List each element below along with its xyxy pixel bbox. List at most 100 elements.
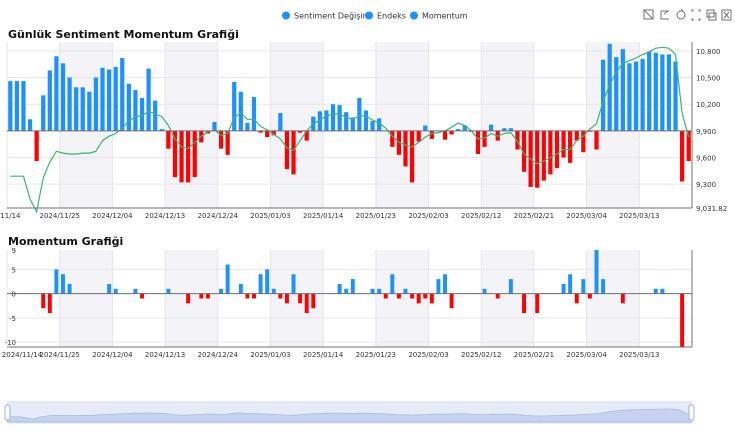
momentum-bar (495, 293, 500, 299)
main-bar (113, 66, 118, 131)
momentum-bar (561, 283, 566, 294)
momentum-bar (344, 288, 349, 294)
main-bar (133, 89, 138, 131)
momentum-bar (311, 293, 316, 309)
main-bar (680, 130, 685, 182)
momentum-bar (107, 283, 112, 294)
momentum-bar (370, 288, 375, 294)
zoom-select-icon[interactable] (643, 9, 654, 20)
momentum-x-tick-label: 2025/01/03 (250, 351, 290, 359)
main-bar (660, 54, 665, 131)
momentum-y-axis: 9 5 0 -5 -10 (5, 247, 16, 347)
main-bar (390, 130, 395, 147)
data-zoom-handle-right[interactable] (688, 404, 695, 421)
main-y-axis: 9,031.82 9,300 9,600 9,900 10,200 10,500 10,80… (696, 48, 727, 213)
main-y-tick-label: 9,031.82 (696, 205, 727, 213)
main-bar (212, 121, 217, 131)
momentum-x-tick-label: 2025/03/13 (619, 351, 659, 359)
momentum-bar (54, 269, 59, 294)
main-bar (278, 113, 283, 131)
legend-item-momentum[interactable]: Momentum (410, 11, 468, 21)
main-bar (515, 130, 520, 150)
main-bar (403, 130, 408, 167)
main-bar (225, 130, 230, 155)
legend-item-sentiment[interactable]: Sentiment Değişimi (282, 11, 373, 21)
main-x-tick-label: 2025/02/12 (461, 212, 501, 220)
main-bar (74, 87, 79, 131)
main-bar (330, 104, 336, 131)
momentum-bar (403, 288, 408, 294)
main-bar (344, 112, 349, 131)
momentum-bar (186, 293, 191, 304)
main-y-tick-label: 9,600 (696, 155, 716, 163)
data-zoom-slider[interactable] (4, 401, 695, 424)
restore-icon[interactable] (676, 8, 686, 20)
main-bar (363, 110, 369, 131)
momentum-y-tick-label: 5 (12, 266, 16, 274)
momentum-bar (258, 274, 263, 294)
main-bar (284, 130, 290, 170)
legend-label-sentiment: Sentiment Değişimi (294, 12, 373, 21)
momentum-bar (133, 288, 138, 294)
main-bar (192, 130, 197, 178)
main-bar (41, 95, 46, 131)
momentum-bar (653, 288, 658, 294)
main-bar (614, 57, 619, 131)
zoom-back-icon[interactable] (660, 10, 669, 20)
main-y-tick-label: 10,800 (696, 48, 721, 56)
main-x-tick-label: 2025/03/13 (619, 212, 659, 220)
save-image-icon[interactable] (721, 9, 732, 21)
data-view-icon[interactable] (706, 9, 717, 21)
main-bar (449, 130, 454, 135)
momentum-grid-bands (59, 250, 640, 347)
main-bar (324, 110, 329, 131)
main-bar (442, 130, 448, 140)
legend-label-endeks: Endeks (377, 12, 406, 21)
main-bar (548, 130, 553, 175)
momentum-bar (219, 288, 224, 294)
legend-item-endeks[interactable]: Endeks (365, 11, 406, 21)
momentum-bar (47, 293, 52, 314)
main-bar (238, 91, 243, 131)
main-bar (686, 130, 691, 162)
main-bar (350, 117, 355, 131)
main-bar (21, 81, 26, 131)
main-bar (258, 130, 263, 133)
momentum-bar (304, 293, 309, 314)
legend[interactable]: Sentiment Değişimi Endeks Momentum (282, 11, 468, 21)
main-bar (139, 97, 145, 131)
main-bar (60, 63, 66, 131)
main-bar (87, 91, 92, 131)
momentum-x-tick-label: 2024/11/14 (2, 351, 43, 359)
momentum-bar (594, 250, 599, 294)
main-bar (607, 43, 612, 131)
main-bar (581, 130, 586, 153)
main-bar (409, 130, 415, 183)
legend-dot-endeks (365, 11, 373, 20)
main-bar (179, 130, 184, 183)
fullscreen-icon[interactable] (691, 9, 701, 21)
main-bar (126, 83, 131, 131)
data-zoom-handle-left[interactable] (4, 404, 11, 421)
momentum-x-tick-label: 2025/02/21 (514, 351, 554, 359)
toolbox[interactable] (643, 8, 732, 21)
main-x-tick-label: 2024/12/04 (92, 212, 133, 220)
main-bar (291, 130, 296, 175)
momentum-x-tick-label: 2024/11/25 (40, 351, 80, 359)
momentum-bar (252, 293, 256, 299)
main-axes (7, 42, 693, 209)
data-zoom-preview (6, 408, 693, 423)
main-x-tick-label: 2025/02/03 (408, 212, 448, 220)
main-y-tick-label: 9,900 (696, 128, 716, 136)
momentum-y-tick-label: -10 (5, 339, 16, 347)
momentum-bar (680, 293, 685, 347)
momentum-bar (278, 293, 283, 299)
main-x-tick-label: 2025/01/14 (303, 212, 344, 220)
momentum-bar (587, 293, 592, 299)
momentum-bar (225, 264, 230, 294)
legend-dot-sentiment (282, 11, 290, 20)
main-bar (574, 130, 579, 141)
momentum-bar (416, 293, 421, 304)
momentum-bar (113, 288, 118, 294)
